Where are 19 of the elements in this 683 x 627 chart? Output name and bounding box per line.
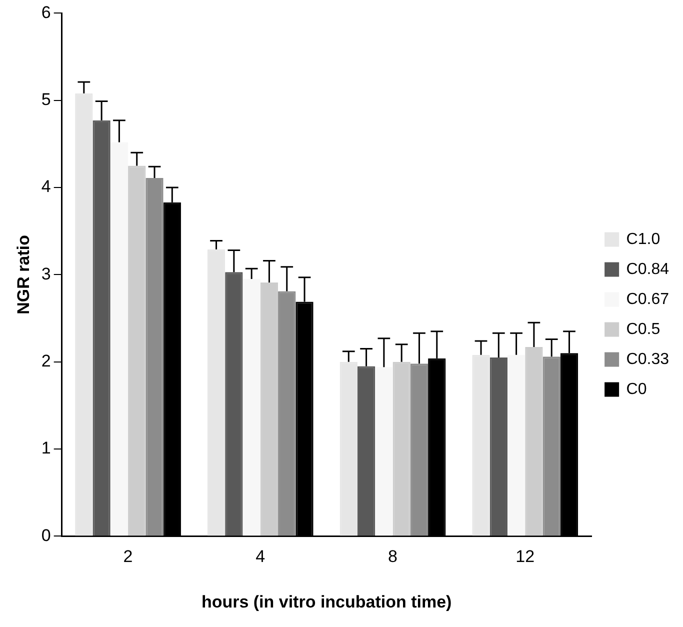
y-tick-label: 3 — [41, 264, 51, 284]
y-tick-label: 5 — [41, 90, 51, 110]
y-tick-label: 2 — [41, 352, 51, 371]
legend-label: C1.0 — [626, 230, 660, 248]
x-tick-label: 2 — [123, 547, 133, 566]
y-axis-title: NGR ratio — [14, 235, 33, 314]
legend-label: C0.67 — [626, 290, 670, 308]
x-axis-title: hours (in vitro incubation time) — [201, 592, 452, 612]
x-tick-label: 12 — [516, 547, 535, 566]
x-tick-label: 8 — [388, 547, 398, 566]
legend-label: C0.33 — [626, 350, 670, 368]
legend-label: C0 — [626, 380, 647, 398]
x-tick-label: 4 — [256, 547, 266, 566]
y-tick-label: 1 — [41, 438, 51, 458]
y-tick-label: 4 — [41, 177, 51, 196]
legend-label: C0.84 — [626, 260, 670, 278]
y-tick-label: 0 — [41, 526, 51, 545]
legend-label: C0.5 — [626, 320, 660, 338]
y-tick-label: 6 — [41, 2, 51, 22]
